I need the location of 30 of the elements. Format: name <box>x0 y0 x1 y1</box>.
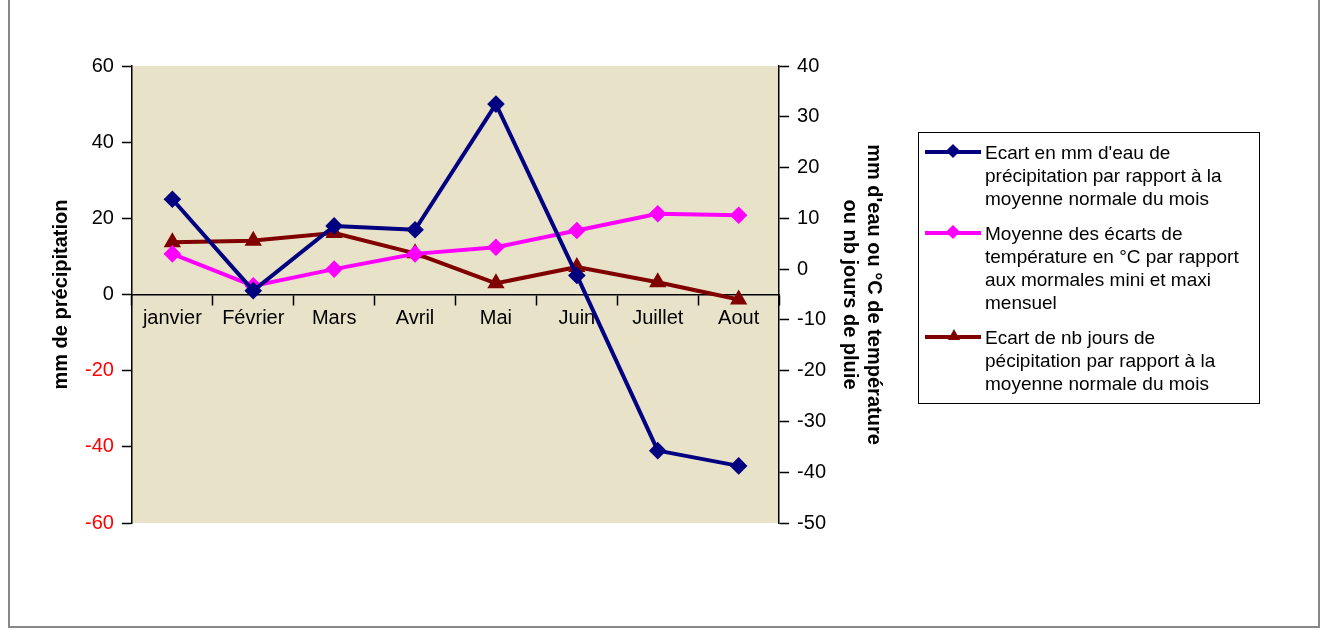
legend-label: Moyenne des écarts de température en °C par rapport aux mormales mini et maxi mensuel <box>985 222 1240 314</box>
y2-tick-label: 20 <box>797 155 820 178</box>
legend-label: Ecart en mm d'eau de précipitation par rapport à la moyenne normale du mois <box>985 141 1223 210</box>
y-tick-label: 20 <box>91 205 114 228</box>
x-tick-label: janvier <box>141 306 203 329</box>
y2-tick-label: 30 <box>797 104 820 127</box>
y2-axis-title: mm d'eau ou °C de température ou nb jours de pluie <box>840 144 887 445</box>
y2-tick-label: -30 <box>797 408 826 431</box>
y2-tick-label: -20 <box>797 358 826 381</box>
x-tick-label: Juillet <box>632 306 684 329</box>
x-tick-label: Avril <box>395 306 435 329</box>
y-tick-label: -60 <box>85 510 114 533</box>
y2-tick-label: -40 <box>797 459 826 482</box>
y-tick-label: 60 <box>91 53 114 76</box>
legend-label: Ecart de nb jours de pécipitation par rapport à la moyenne normale du mois <box>985 326 1217 395</box>
x-tick-label: Mai <box>479 306 513 329</box>
y-tick-label: -20 <box>85 358 114 381</box>
x-tick-label: Juin <box>558 306 596 329</box>
y2-tick-label: 40 <box>797 53 820 76</box>
y-tick-label: -40 <box>85 434 114 457</box>
y-tick-label: 0 <box>102 282 114 305</box>
x-tick-label: Mars <box>311 306 357 329</box>
y2-tick-label: -50 <box>797 510 826 533</box>
y2-tick-label: -10 <box>797 307 826 330</box>
y-tick-label: 40 <box>91 129 114 152</box>
x-tick-label: Aout <box>718 306 760 329</box>
y2-tick-label: 0 <box>797 256 809 279</box>
y2-tick-label: 10 <box>797 205 820 228</box>
y-axis-title: mm de précipitation <box>48 199 71 390</box>
x-tick-label: Février <box>222 306 285 329</box>
